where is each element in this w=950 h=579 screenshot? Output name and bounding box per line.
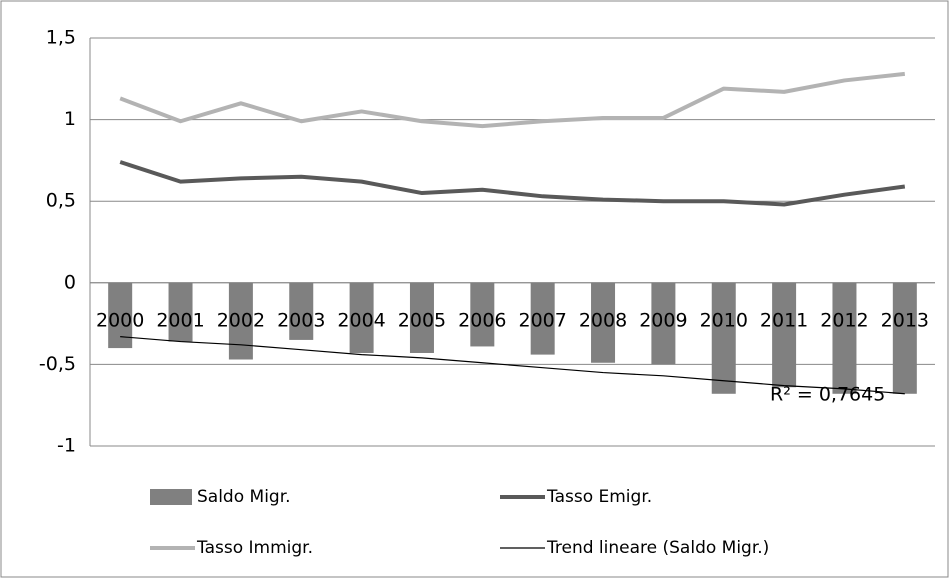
line-series — [120, 336, 905, 395]
y-tick-label: 1,5 — [46, 27, 76, 49]
y-tick-label: 1 — [64, 108, 76, 130]
x-tick-label: 2010 — [700, 309, 748, 331]
y-tick-label: 0,5 — [46, 190, 76, 212]
bar — [168, 282, 193, 342]
legend-swatch — [150, 489, 192, 505]
bar — [228, 282, 253, 360]
y-tick-label: -0,5 — [39, 353, 76, 375]
line-series — [119, 71, 906, 129]
bar — [711, 282, 736, 394]
bar — [591, 282, 616, 363]
bar — [772, 282, 797, 388]
legend-label: Trend lineare (Saldo Migr.) — [546, 538, 769, 558]
x-tick-label: 2009 — [639, 309, 687, 331]
x-tick-label: 2002 — [217, 309, 265, 331]
x-tick-label: 2011 — [760, 309, 808, 331]
y-tick-label: 0 — [64, 271, 76, 293]
x-tick-label: 2000 — [96, 309, 144, 331]
x-tick-label: 2005 — [398, 309, 446, 331]
x-tick-label: 2004 — [337, 309, 385, 331]
bar — [530, 282, 555, 355]
bar — [409, 282, 434, 353]
legend-label: Tasso Emigr. — [546, 487, 652, 507]
line-series — [119, 160, 906, 207]
x-tick-label: 2007 — [518, 309, 566, 331]
bar — [349, 282, 374, 353]
x-tick-label: 2013 — [881, 309, 929, 331]
x-tick-label: 2003 — [277, 309, 325, 331]
x-tick-label: 2012 — [820, 309, 868, 331]
trend-annotation: R² = 0,7645 — [770, 384, 885, 406]
bar — [892, 282, 917, 394]
x-tick-label: 2006 — [458, 309, 506, 331]
bar — [832, 282, 857, 394]
x-tick-label: 2001 — [156, 309, 204, 331]
legend-label: Tasso Immigr. — [196, 538, 313, 558]
bar — [470, 282, 495, 347]
bar — [651, 282, 676, 365]
y-tick-label: -1 — [57, 435, 76, 457]
x-tick-label: 2008 — [579, 309, 627, 331]
bar — [289, 282, 314, 340]
legend-label: Saldo Migr. — [197, 487, 291, 507]
